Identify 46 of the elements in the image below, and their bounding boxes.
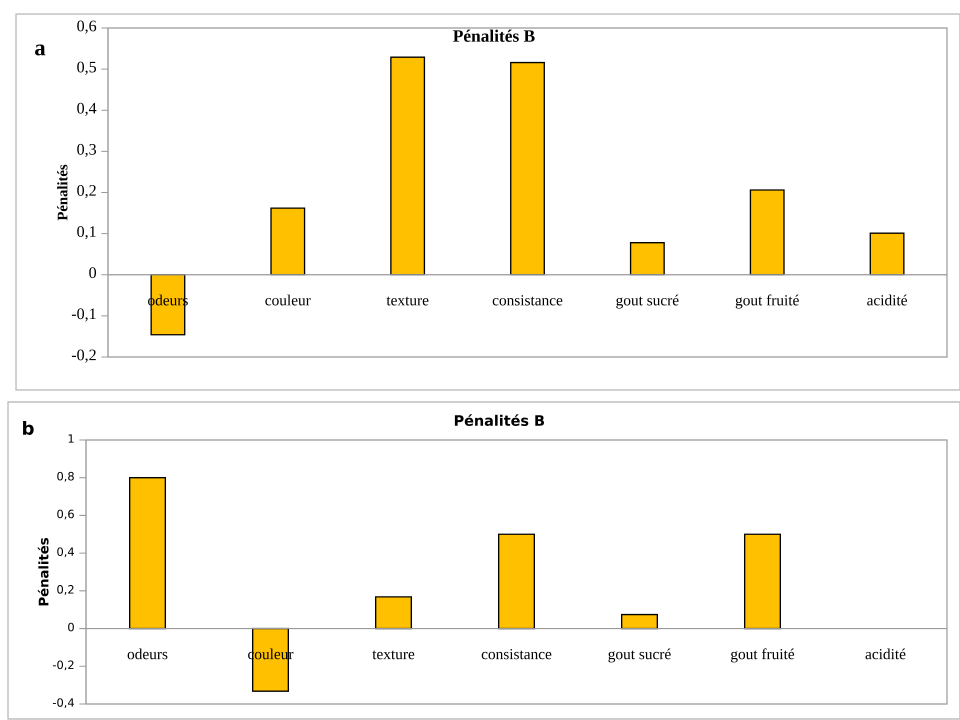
x-tick-label: odeurs	[128, 648, 168, 660]
x-tick-label: gout fruité	[736, 294, 799, 309]
x-tick-label: gout sucré	[608, 648, 671, 662]
x-tick-label: acidité	[867, 294, 907, 306]
y-tick-label: 0,8	[57, 472, 74, 482]
text: a	[35, 44, 46, 56]
y-tick-label: 0,4	[77, 102, 96, 116]
bar	[390, 56, 426, 276]
y-tick-label: 0	[68, 622, 74, 632]
y-tick-label: 0	[89, 267, 96, 278]
y-tick-label: 0,4	[57, 547, 74, 558]
y-tick-label: 0,2	[57, 585, 74, 595]
y-tick-label: 0,2	[77, 185, 96, 198]
y-tick-label: -0,2	[72, 350, 96, 363]
x-tick-label: couleur	[265, 294, 311, 306]
x-tick-label: gout sucré	[616, 294, 679, 309]
y-axis-title: Pénalités	[57, 164, 68, 220]
bar	[750, 189, 785, 276]
bar	[870, 232, 905, 276]
y-tick-label: 0,6	[77, 20, 96, 34]
text: b	[23, 421, 34, 435]
bar	[374, 596, 412, 630]
y-tick-label: 0,5	[77, 62, 96, 75]
y-tick-label: 0,3	[77, 144, 96, 158]
x-tick-label: texture	[386, 296, 428, 306]
x-tick-label: consistance	[492, 295, 562, 306]
x-tick-label: texture	[372, 650, 414, 660]
bar	[510, 62, 545, 276]
chart-title: Pénalités B	[454, 414, 544, 426]
x-tick-label: consistance	[482, 648, 552, 660]
bar	[498, 534, 536, 630]
bar	[620, 614, 658, 630]
bar	[270, 207, 306, 276]
chart-title: Pénalités B	[453, 30, 535, 42]
y-tick-label: -0,2	[52, 660, 74, 670]
y-tick-label: 0,1	[77, 226, 96, 240]
y-tick-label: 1	[68, 434, 74, 443]
y-axis-title: Pénalités	[38, 538, 49, 606]
y-tick-label: 0,6	[57, 510, 74, 520]
x-tick-label: gout fruité	[730, 648, 794, 662]
y-tick-label: -0,4	[52, 698, 74, 708]
bar	[744, 534, 781, 630]
y-tick-label: -0,1	[72, 308, 96, 322]
x-tick-label: acidité	[866, 648, 906, 660]
bar	[630, 242, 665, 276]
bar	[129, 477, 166, 630]
